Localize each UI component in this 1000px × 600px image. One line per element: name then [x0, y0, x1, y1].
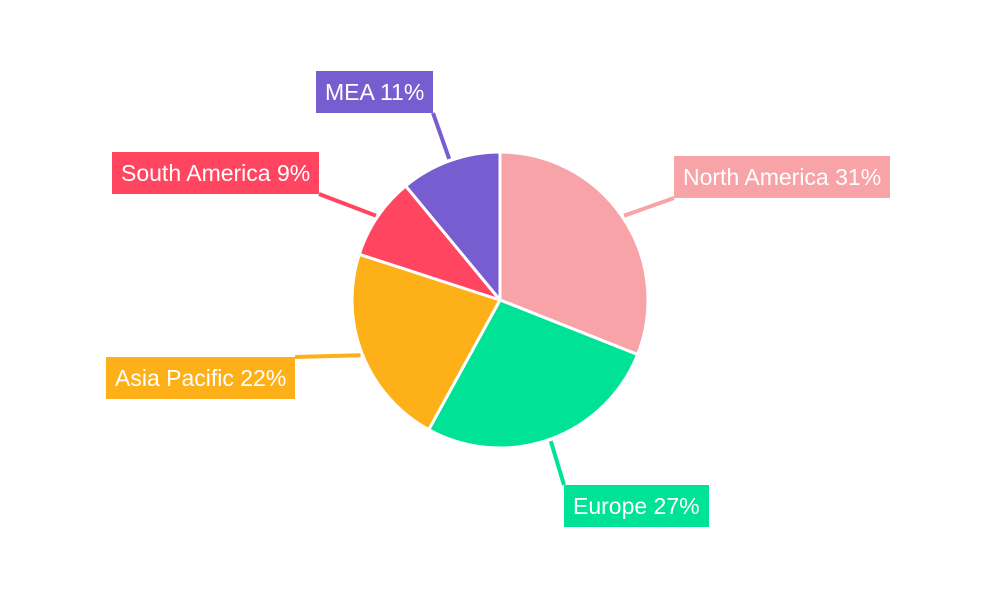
label-mea: MEA 11% [316, 71, 434, 113]
label-asia-pacific: Asia Pacific 22% [106, 357, 296, 399]
pie-slices [350, 150, 650, 450]
leader-line [431, 112, 452, 160]
slice-south-america[interactable] [357, 184, 502, 302]
label-south-america: South America 9% [112, 152, 320, 194]
leader-lines [294, 112, 675, 486]
leader-line [623, 196, 675, 218]
slice-north-america[interactable] [498, 150, 650, 356]
leader-line [294, 353, 361, 359]
leader-line [318, 192, 377, 218]
slice-mea[interactable] [404, 150, 502, 302]
slice-asia-pacific[interactable] [350, 252, 502, 432]
leader-line [548, 440, 566, 486]
label-north-america: North America 31% [674, 156, 891, 198]
label-europe: Europe 27% [564, 485, 709, 527]
